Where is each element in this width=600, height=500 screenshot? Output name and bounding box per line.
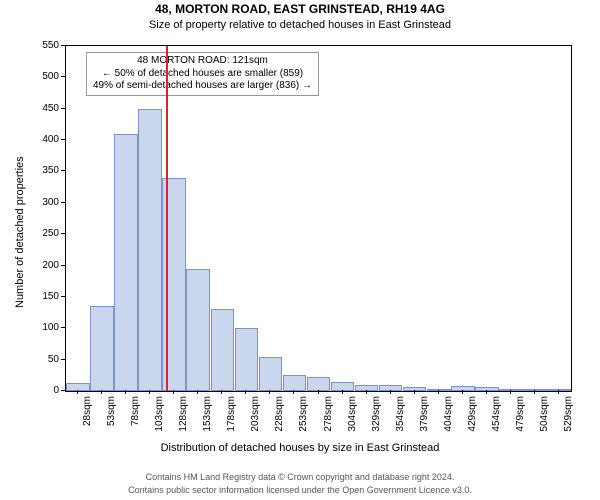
histogram-bar bbox=[403, 387, 427, 391]
x-tick-label: 454sqm bbox=[491, 396, 502, 432]
y-tick-mark bbox=[61, 202, 65, 203]
y-tick-label: 300 bbox=[42, 197, 59, 208]
x-tick-label: 103sqm bbox=[154, 396, 165, 432]
annotation-line: 49% of semi-detached houses are larger (… bbox=[93, 80, 312, 93]
x-tick-label: 354sqm bbox=[395, 396, 406, 432]
x-tick-mark bbox=[342, 390, 343, 394]
chart-container: 48, MORTON ROAD, EAST GRINSTEAD, RH19 4A… bbox=[0, 0, 600, 500]
x-tick-label: 28sqm bbox=[82, 396, 93, 426]
histogram-bar bbox=[451, 386, 475, 391]
x-tick-mark bbox=[173, 390, 174, 394]
y-tick-label: 450 bbox=[42, 103, 59, 114]
x-tick-label: 304sqm bbox=[347, 396, 358, 432]
x-tick-label: 128sqm bbox=[178, 396, 189, 432]
y-tick-label: 500 bbox=[42, 71, 59, 82]
x-tick-label: 529sqm bbox=[563, 396, 574, 432]
x-tick-mark bbox=[486, 390, 487, 394]
histogram-bar bbox=[259, 357, 283, 392]
x-tick-label: 379sqm bbox=[419, 396, 430, 432]
x-tick-label: 278sqm bbox=[323, 396, 334, 432]
x-tick-mark bbox=[77, 390, 78, 394]
y-tick-label: 50 bbox=[48, 354, 59, 365]
histogram-bar bbox=[427, 389, 451, 392]
x-tick-mark bbox=[269, 390, 270, 394]
x-tick-label: 404sqm bbox=[443, 396, 454, 432]
x-tick-mark bbox=[534, 390, 535, 394]
x-tick-mark bbox=[293, 390, 294, 394]
histogram-bar bbox=[307, 377, 331, 391]
x-tick-label: 429sqm bbox=[467, 396, 478, 432]
marker-line bbox=[166, 46, 168, 391]
annotation-line: ← 50% of detached houses are smaller (85… bbox=[93, 68, 312, 81]
y-tick-label: 150 bbox=[42, 291, 59, 302]
histogram-bar bbox=[186, 269, 210, 391]
x-tick-mark bbox=[221, 390, 222, 394]
x-tick-mark bbox=[510, 390, 511, 394]
histogram-bar bbox=[235, 328, 259, 391]
footer-line: Contains HM Land Registry data © Crown c… bbox=[0, 472, 600, 482]
y-tick-mark bbox=[61, 359, 65, 360]
y-tick-label: 400 bbox=[42, 134, 59, 145]
y-tick-mark bbox=[61, 390, 65, 391]
x-tick-mark bbox=[438, 390, 439, 394]
histogram-bar bbox=[475, 387, 499, 391]
x-axis-label: Distribution of detached houses by size … bbox=[0, 442, 600, 454]
x-tick-label: 504sqm bbox=[539, 396, 550, 432]
x-tick-mark bbox=[125, 390, 126, 394]
x-tick-mark bbox=[101, 390, 102, 394]
y-tick-mark bbox=[61, 45, 65, 46]
y-tick-label: 0 bbox=[53, 385, 59, 396]
x-tick-label: 53sqm bbox=[106, 396, 117, 426]
x-tick-mark bbox=[197, 390, 198, 394]
y-tick-mark bbox=[61, 76, 65, 77]
chart-subtitle: Size of property relative to detached ho… bbox=[0, 19, 600, 31]
x-tick-label: 203sqm bbox=[250, 396, 261, 432]
histogram-bar bbox=[283, 375, 307, 391]
footer-line: Contains public sector information licen… bbox=[0, 485, 600, 495]
y-tick-label: 550 bbox=[42, 40, 59, 51]
y-tick-label: 100 bbox=[42, 322, 59, 333]
y-tick-mark bbox=[61, 265, 65, 266]
x-tick-mark bbox=[149, 390, 150, 394]
y-tick-label: 350 bbox=[42, 165, 59, 176]
histogram-bar bbox=[90, 306, 114, 391]
histogram-bar bbox=[547, 389, 571, 392]
histogram-bar bbox=[211, 309, 235, 391]
annotation-box: 48 MORTON ROAD: 121sqm ← 50% of detached… bbox=[86, 52, 319, 96]
x-tick-label: 329sqm bbox=[371, 396, 382, 432]
y-tick-label: 200 bbox=[42, 260, 59, 271]
x-tick-label: 228sqm bbox=[274, 396, 285, 432]
x-tick-label: 78sqm bbox=[130, 396, 141, 426]
y-axis-label: Number of detached properties bbox=[14, 156, 26, 308]
y-tick-mark bbox=[61, 170, 65, 171]
plot-area: 48 MORTON ROAD: 121sqm ← 50% of detached… bbox=[65, 45, 572, 392]
x-tick-label: 479sqm bbox=[515, 396, 526, 432]
x-tick-label: 178sqm bbox=[226, 396, 237, 432]
histogram-bar bbox=[138, 109, 162, 391]
y-tick-mark bbox=[61, 233, 65, 234]
x-tick-mark bbox=[414, 390, 415, 394]
histogram-bar bbox=[499, 389, 523, 391]
x-tick-mark bbox=[390, 390, 391, 394]
x-tick-mark bbox=[245, 390, 246, 394]
x-tick-label: 153sqm bbox=[202, 396, 213, 432]
x-tick-label: 253sqm bbox=[298, 396, 309, 432]
histogram-bar bbox=[114, 134, 138, 391]
y-tick-mark bbox=[61, 296, 65, 297]
x-tick-mark bbox=[558, 390, 559, 394]
y-tick-mark bbox=[61, 327, 65, 328]
y-tick-label: 250 bbox=[42, 228, 59, 239]
x-tick-mark bbox=[318, 390, 319, 394]
y-tick-mark bbox=[61, 139, 65, 140]
x-tick-mark bbox=[462, 390, 463, 394]
histogram-bar bbox=[66, 383, 90, 391]
histogram-bar bbox=[523, 389, 547, 391]
x-tick-mark bbox=[366, 390, 367, 394]
chart-title: 48, MORTON ROAD, EAST GRINSTEAD, RH19 4A… bbox=[0, 2, 600, 16]
y-tick-mark bbox=[61, 108, 65, 109]
annotation-line: 48 MORTON ROAD: 121sqm bbox=[93, 55, 312, 68]
histogram-bar bbox=[379, 385, 403, 391]
